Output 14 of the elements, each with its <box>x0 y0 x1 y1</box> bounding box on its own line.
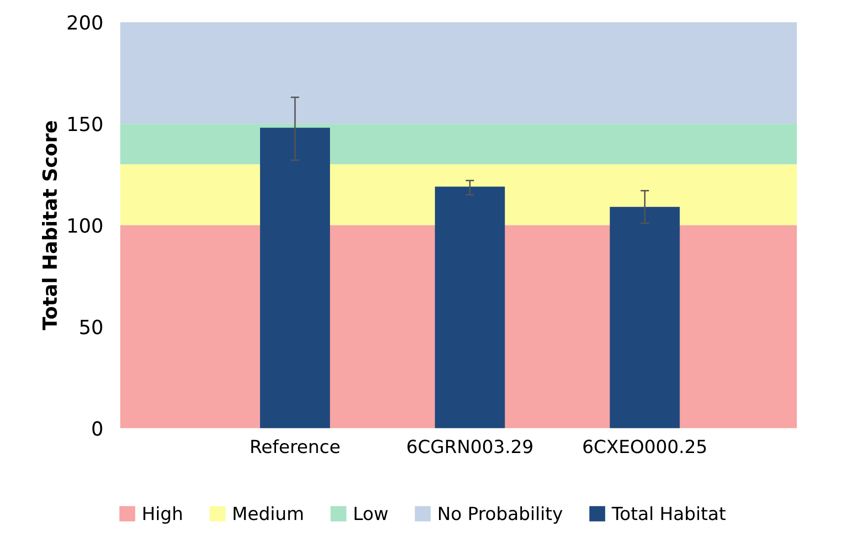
y-tick-label: 50 <box>80 320 102 334</box>
x-tick-label: 6CGRN003.29 <box>408 440 532 454</box>
y-tick-label: 200 <box>68 15 102 30</box>
x-tick-label: 6CXEO000.25 <box>583 440 706 454</box>
y-tick-label: 0 <box>92 421 102 436</box>
y-axis-title: Total Habitat Score <box>42 121 58 330</box>
legend-label: High <box>143 506 182 524</box>
y-tick-label: 100 <box>68 218 102 233</box>
legend-label: Low <box>354 506 388 520</box>
legend-label: Medium <box>234 506 303 520</box>
legend-label: No Probability <box>438 506 562 524</box>
y-tick-label: 150 <box>68 116 102 132</box>
legend-label: Total Habitat <box>612 506 726 520</box>
x-tick-label: Reference <box>251 439 340 454</box>
